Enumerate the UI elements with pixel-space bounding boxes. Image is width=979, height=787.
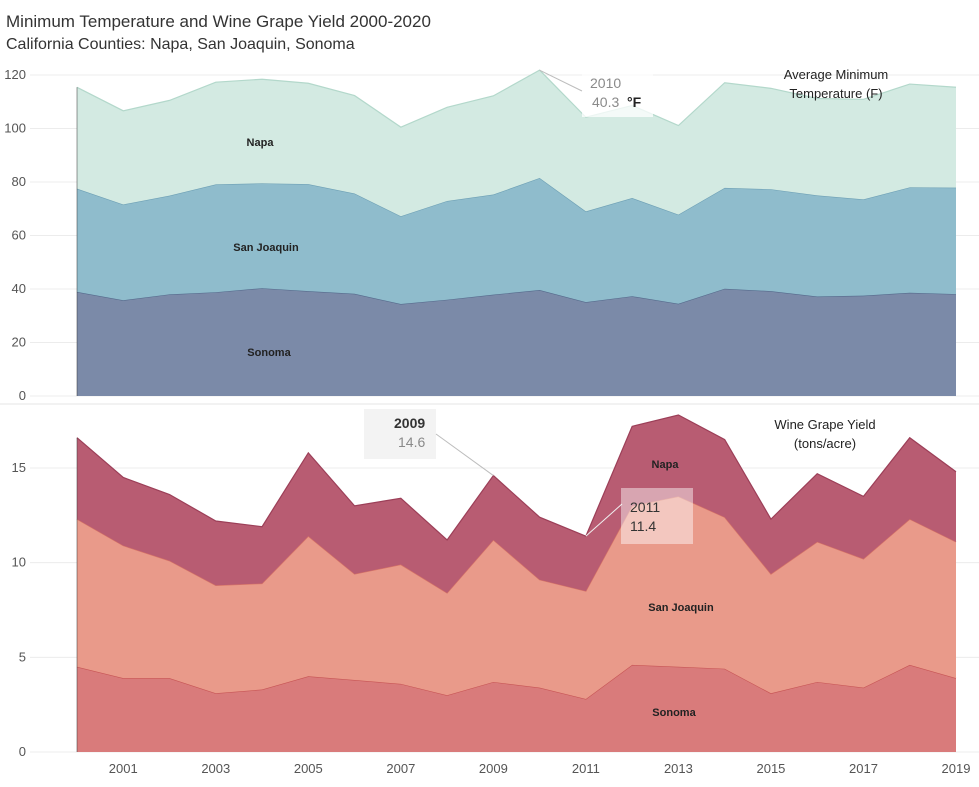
panel-title-yield-line2: (tons/acre) bbox=[794, 436, 856, 451]
annotation-box-yield-2009 bbox=[364, 409, 436, 459]
series-label-temp-sonoma: Sonoma bbox=[247, 347, 291, 359]
annotation-leader-yield-2009 bbox=[435, 433, 494, 476]
x-tick-label: 2007 bbox=[386, 761, 415, 776]
y-tick-label-temp: 20 bbox=[12, 334, 26, 349]
y-tick-label-temp: 40 bbox=[12, 281, 26, 296]
annotation-unit-temp: °F bbox=[627, 94, 642, 110]
area-temp-napa bbox=[77, 70, 956, 217]
area-temp-san-joaquin bbox=[77, 177, 956, 304]
y-tick-label-yield: 0 bbox=[19, 744, 26, 759]
panel-title-temp-line1: Average Minimum bbox=[784, 67, 889, 82]
y-tick-label-yield: 5 bbox=[19, 649, 26, 664]
series-label-temp-napa: Napa bbox=[247, 137, 275, 149]
chart-subtitle: California Counties: Napa, San Joaquin, … bbox=[6, 36, 355, 53]
y-tick-label-temp: 80 bbox=[12, 174, 26, 189]
annotation-box-temp bbox=[582, 65, 653, 117]
series-label-temp-san-joaquin: San Joaquin bbox=[233, 242, 299, 254]
area-temp-sonoma bbox=[77, 288, 956, 396]
y-tick-label-temp: 120 bbox=[4, 67, 26, 82]
x-tick-label: 2003 bbox=[201, 761, 230, 776]
x-tick-label: 2019 bbox=[942, 761, 971, 776]
x-tick-label: 2001 bbox=[109, 761, 138, 776]
series-label-yield-sonoma: Sonoma bbox=[652, 707, 696, 719]
x-tick-label: 2011 bbox=[572, 761, 600, 776]
y-tick-label-temp: 0 bbox=[19, 388, 26, 403]
y-tick-label-temp: 100 bbox=[4, 120, 26, 135]
annotation-value-temp: 40.3 bbox=[592, 94, 619, 110]
x-tick-label: 2005 bbox=[294, 761, 323, 776]
x-tick-label: 2013 bbox=[664, 761, 693, 776]
annotation-year-temp: 2010 bbox=[590, 75, 621, 91]
line-yield-napa bbox=[76, 414, 957, 541]
panel-title-temp-line2: Temperature (F) bbox=[789, 86, 882, 101]
annotation-value-yield-2011: 11.4 bbox=[630, 518, 656, 534]
annotation-value-yield-2009: 14.6 bbox=[398, 434, 425, 450]
line-temp-napa bbox=[76, 69, 957, 128]
annotation-box-yield-2011 bbox=[621, 488, 693, 544]
chart-title: Minimum Temperature and Wine Grape Yield… bbox=[6, 12, 431, 31]
panel-title-yield-line1: Wine Grape Yield bbox=[774, 417, 875, 432]
x-tick-label: 2009 bbox=[479, 761, 508, 776]
title-block: Minimum Temperature and Wine Grape Yield… bbox=[6, 10, 431, 56]
annotation-year-yield-2009: 2009 bbox=[394, 415, 425, 431]
y-tick-label-yield: 15 bbox=[12, 460, 26, 475]
area-yield-san-joaquin bbox=[77, 496, 956, 699]
y-tick-label-temp: 60 bbox=[12, 227, 26, 242]
series-label-yield-napa: Napa bbox=[652, 459, 680, 471]
x-tick-label: 2015 bbox=[756, 761, 785, 776]
y-tick-label-yield: 10 bbox=[12, 555, 26, 570]
x-tick-label: 2017 bbox=[849, 761, 878, 776]
annotation-year-yield-2011: 2011 bbox=[630, 499, 660, 515]
series-label-yield-san-joaquin: San Joaquin bbox=[648, 602, 714, 614]
annotation-leader-temp bbox=[539, 69, 583, 92]
area-yield-sonoma bbox=[77, 664, 956, 752]
annotation-leader-yield-2011 bbox=[585, 503, 623, 537]
